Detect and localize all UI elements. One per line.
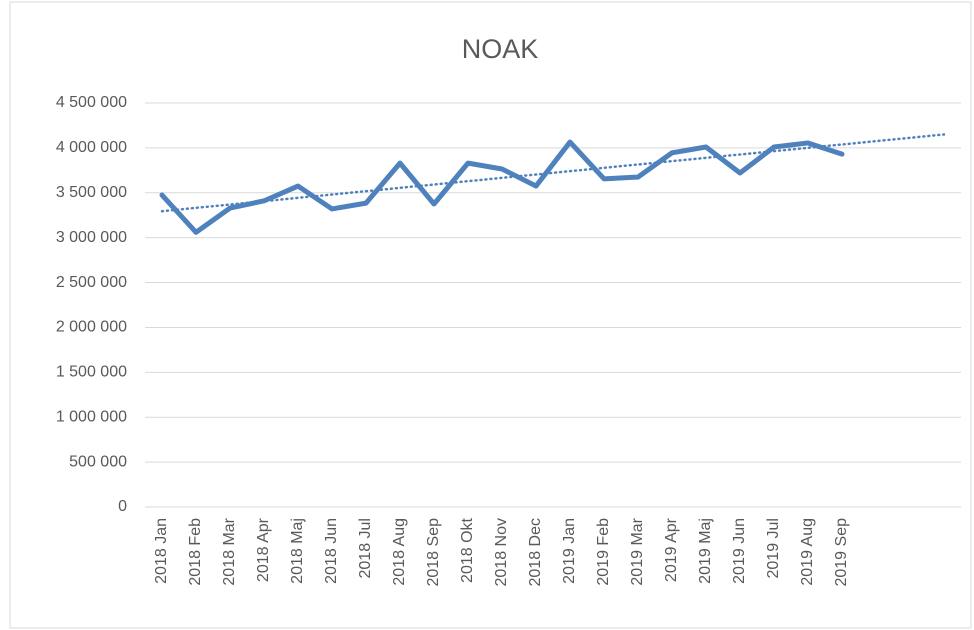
x-tick-label: 2018 Apr [255, 517, 272, 582]
chart-title: NOAK [462, 34, 539, 64]
x-tick-label: 2018 Jul [357, 518, 374, 579]
y-tick-label: 0 [118, 498, 127, 515]
x-tick-label: 2018 Jan [153, 518, 170, 584]
x-tick-label: 2018 Okt [459, 517, 476, 582]
x-tick-label: 2019 Jul [765, 518, 782, 579]
x-tick-label: 2019 Aug [799, 518, 816, 586]
x-tick-label: 2019 Jan [561, 518, 578, 584]
y-tick-label: 1 000 000 [56, 408, 127, 425]
trendline [160, 133, 946, 213]
y-tick-label: 4 500 000 [56, 94, 127, 111]
y-tick-label: 4 000 000 [56, 139, 127, 156]
x-tick-label: 2018 Dec [527, 518, 544, 587]
y-tick-label: 500 000 [69, 453, 127, 470]
x-tick-label: 2019 Apr [663, 517, 680, 582]
x-tick-label: 2019 Feb [595, 518, 612, 586]
x-tick-label: 2018 Maj [289, 518, 306, 584]
x-tick-label: 2018 Sep [425, 518, 442, 587]
x-tick-label: 2018 Feb [187, 518, 204, 586]
y-tick-label: 3 500 000 [56, 184, 127, 201]
x-tick-label: 2018 Mar [221, 517, 238, 585]
x-tick-label: 2019 Maj [697, 518, 714, 584]
x-tick-label: 2019 Sep [833, 518, 850, 587]
y-tick-label: 2 000 000 [56, 319, 127, 336]
x-tick-label: 2018 Jun [323, 518, 340, 584]
y-tick-label: 1 500 000 [56, 364, 127, 381]
chart-frame [9, 1, 972, 629]
x-tick-label: 2019 Mar [629, 517, 646, 585]
x-tick-label: 2018 Nov [493, 518, 510, 587]
y-tick-label: 2 500 000 [56, 274, 127, 291]
data-line [159, 139, 845, 235]
x-tick-label: 2019 Jun [731, 518, 748, 584]
y-tick-label: 3 000 000 [56, 229, 127, 246]
x-tick-label: 2018 Aug [391, 518, 408, 586]
